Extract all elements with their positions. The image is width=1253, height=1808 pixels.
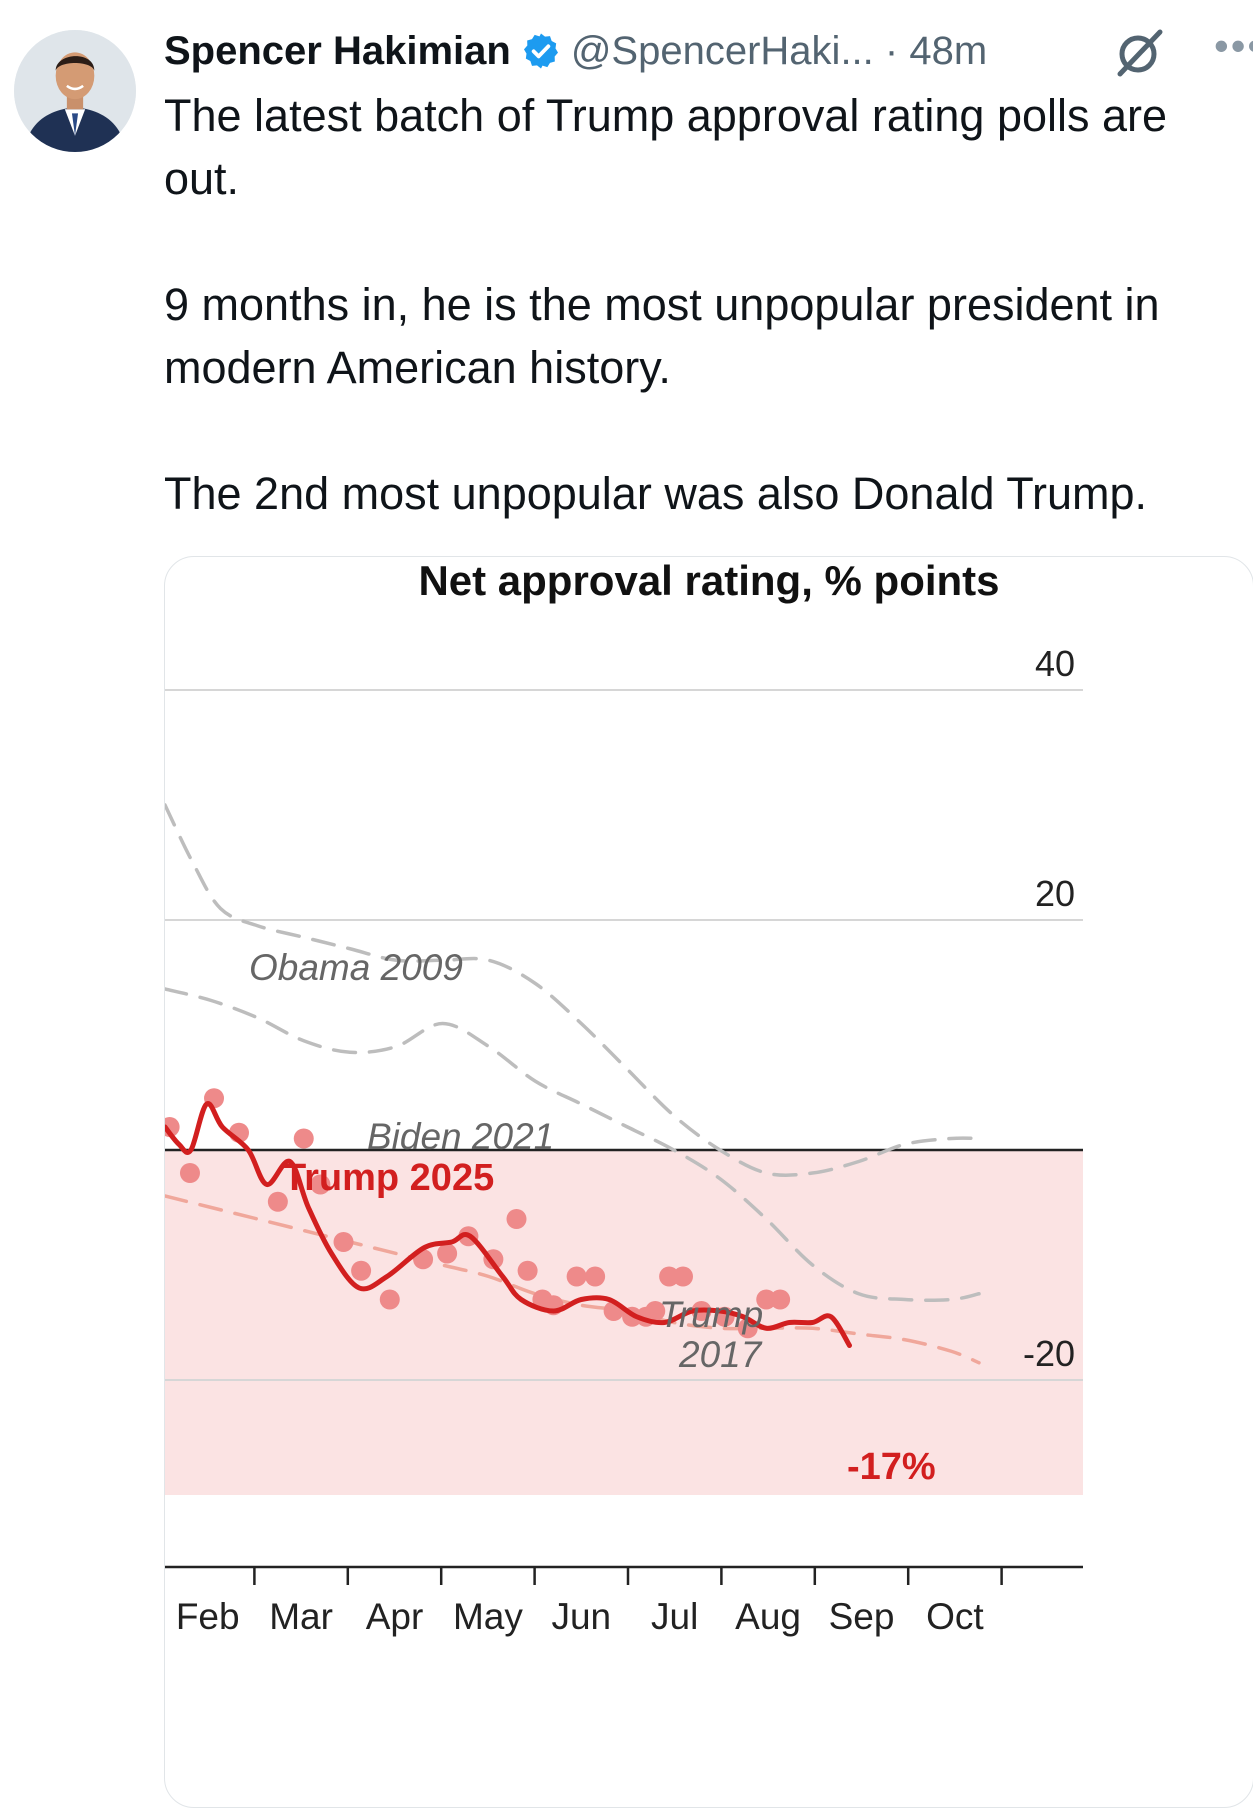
- tweet-text: The latest batch of Trump approval ratin…: [164, 90, 1168, 519]
- series-trump-2017: [165, 1194, 981, 1365]
- poll-point: [310, 1174, 331, 1195]
- series-biden-2021: [165, 987, 981, 1302]
- x-tick-label: Apr: [366, 1596, 424, 1637]
- avatar-image: [14, 30, 136, 152]
- poll-point: [293, 1128, 314, 1149]
- poll-point: [659, 1266, 680, 1287]
- y-tick-label: 40: [1035, 643, 1075, 684]
- verified-badge-icon: [523, 33, 558, 69]
- y-tick-label: 20: [1035, 873, 1075, 914]
- poll-point: [351, 1260, 372, 1281]
- grok-icon[interactable]: [1112, 26, 1168, 78]
- label-trump-2025: Trump 2025: [283, 1157, 494, 1199]
- x-tick-label: Feb: [176, 1596, 240, 1637]
- poll-point: [179, 1163, 200, 1183]
- chart-card[interactable]: 40 20 -20 Feb Mar Apr May Jun Jul Aug Sep Oct Net …: [164, 556, 1253, 1808]
- x-tick-label: Sep: [829, 1596, 895, 1637]
- more-icon[interactable]: •••: [1214, 22, 1253, 69]
- avatar[interactable]: [14, 30, 136, 152]
- series-lines: [165, 803, 981, 1365]
- x-tick-label: Jul: [651, 1596, 698, 1637]
- label-current-value: -17%: [847, 1446, 936, 1488]
- author-handle-and-time[interactable]: @SpencerHaki... · 48m: [570, 28, 988, 73]
- poll-point: [756, 1289, 777, 1310]
- x-tick-label: Jun: [551, 1596, 611, 1637]
- x-axis: Feb Mar Apr May Jun Jul Aug Sep Oct: [165, 1565, 1083, 1637]
- poll-points: [165, 1088, 852, 1348]
- author-name[interactable]: Spencer Hakimian: [164, 28, 511, 73]
- x-tick-label: Mar: [269, 1596, 333, 1637]
- series-obama-2009: [165, 803, 981, 1177]
- poll-point: [770, 1289, 791, 1310]
- y-tick-label: -20: [1023, 1333, 1075, 1374]
- label-trump-2017-line1: Trump: [659, 1294, 763, 1335]
- tweet-header: Spencer Hakimian @SpencerHaki... · 48m •…: [164, 22, 1253, 80]
- x-tick-label: Oct: [926, 1596, 984, 1637]
- poll-point: [333, 1232, 354, 1252]
- poll-point: [673, 1266, 693, 1287]
- x-tick-label: May: [453, 1596, 523, 1637]
- chart-title: Net approval rating, % points: [418, 557, 999, 604]
- x-tick-label: Aug: [735, 1596, 801, 1637]
- grid-lines: 40 20 -20: [165, 643, 1083, 1381]
- poll-point: [267, 1191, 288, 1212]
- label-biden-2021: Biden 2021: [367, 1116, 554, 1157]
- label-trump-2017-line2: 2017: [678, 1334, 763, 1375]
- approval-chart: 40 20 -20 Feb Mar Apr May Jun Jul Aug Sep Oct Net …: [165, 557, 1083, 1637]
- poll-point: [566, 1266, 587, 1287]
- poll-point: [379, 1289, 400, 1310]
- poll-point: [517, 1260, 538, 1281]
- series-trump-2025: [165, 1101, 852, 1348]
- label-obama-2009: Obama 2009: [249, 947, 463, 988]
- poll-point: [645, 1301, 666, 1321]
- poll-point: [506, 1209, 527, 1229]
- poll-point: [437, 1243, 458, 1264]
- poll-point: [585, 1266, 606, 1287]
